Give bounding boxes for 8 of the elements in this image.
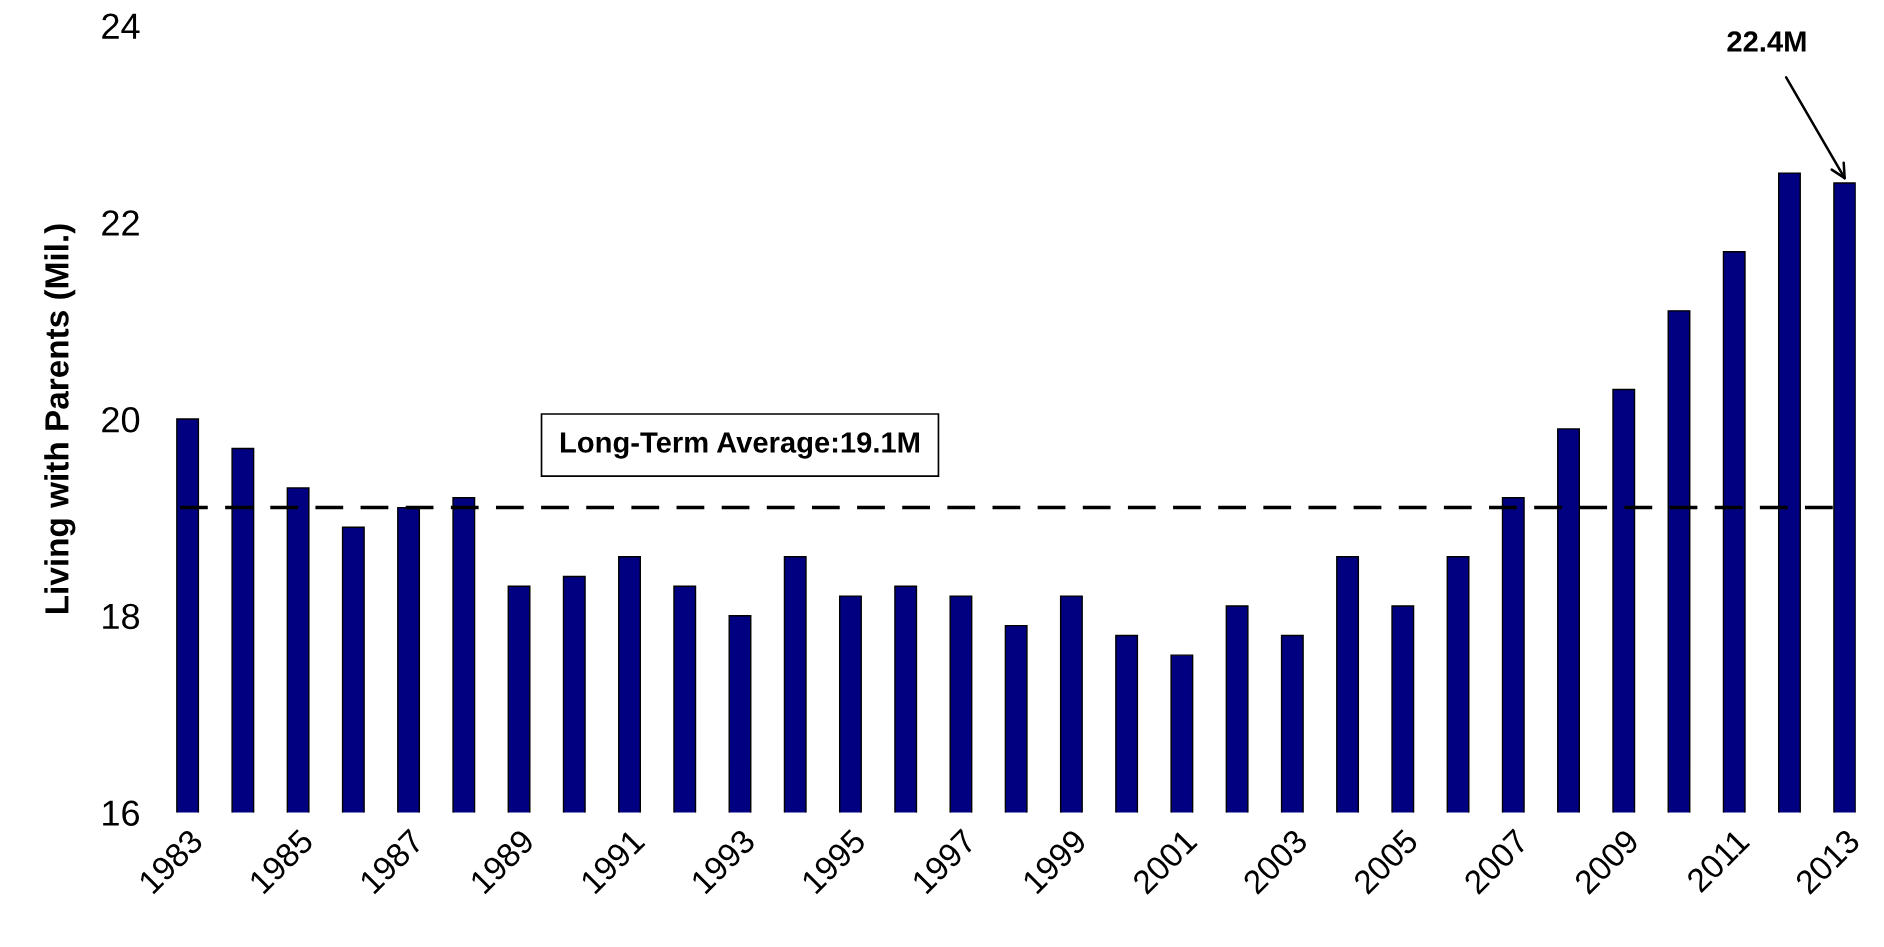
y-axis-title: Living with Parents (Mil.) <box>44 224 76 614</box>
annotation: 22.4M <box>1727 31 1806 52</box>
y-tick-label: 18 <box>103 603 140 630</box>
y-tick-label: 20 <box>102 406 140 433</box>
y-tick-label: 24 <box>102 13 140 39</box>
y-tick-label: 22 <box>102 210 139 236</box>
ref-line-label: Long-Term Average:19.1M <box>560 432 920 459</box>
y-tick-label: 16 <box>103 800 140 826</box>
